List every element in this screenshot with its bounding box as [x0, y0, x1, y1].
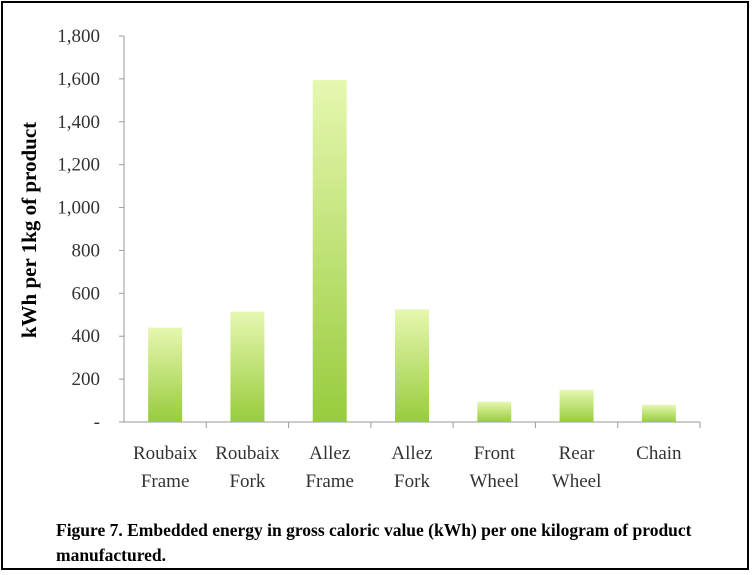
bar: [477, 401, 512, 422]
x-category-label: Wheel: [552, 471, 602, 492]
y-tick-label: 200: [72, 369, 101, 390]
x-tick-labels: Roubaix Frame Roubaix Fork Allez Frame Allez Fo…: [133, 443, 682, 492]
y-tick-label: 600: [72, 283, 101, 304]
y-tick-label: 1,000: [57, 198, 100, 219]
bar: [312, 79, 347, 422]
y-tick-label: 1,200: [57, 155, 100, 176]
x-category-label: Allez: [391, 443, 432, 464]
bar: [559, 389, 594, 422]
figure-caption: Figure 7. Embedded energy in gross calor…: [56, 520, 692, 565]
y-tick-labels: - 200 400 600 800 1,000 1,200 1,400 1,600 1,800: [57, 26, 100, 433]
x-category-label: Roubaix: [133, 443, 198, 464]
x-category-label: Allez: [309, 443, 350, 464]
x-category-label: Front: [474, 443, 516, 464]
y-tick-label: -: [94, 412, 100, 433]
y-tick-label: 1,600: [57, 69, 100, 90]
bar: [395, 309, 429, 422]
y-tick-label: 400: [72, 326, 101, 347]
x-category-label: Frame: [141, 471, 190, 492]
bars: [148, 79, 676, 422]
x-category-label: Chain: [636, 443, 682, 464]
x-category-label: Frame: [305, 471, 354, 492]
x-category-label: Fork: [229, 471, 265, 492]
bar: [641, 404, 676, 422]
x-category-label: Fork: [394, 471, 430, 492]
x-category-label: Wheel: [469, 471, 519, 492]
y-tick-label: 1,800: [57, 26, 100, 47]
y-axis-label: kWh per 1kg of product: [17, 122, 41, 338]
y-tick-label: 800: [72, 240, 101, 261]
bar: [148, 327, 183, 422]
bar: [230, 311, 265, 422]
bar-chart: kWh per 1kg of product - 200 400 600 800 1,00…: [17, 26, 701, 492]
y-tick-label: 1,400: [57, 112, 100, 133]
x-category-label: Roubaix: [215, 443, 280, 464]
x-category-label: Rear: [559, 443, 596, 464]
